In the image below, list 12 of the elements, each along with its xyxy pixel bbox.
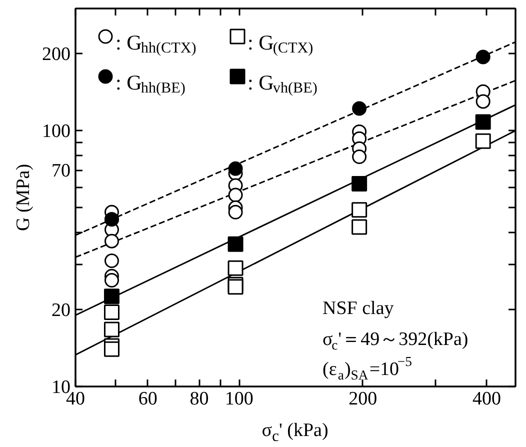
- y-tick-label: 20: [52, 300, 70, 321]
- x-tick-label: 400: [472, 388, 501, 410]
- y-tick-label: 200: [42, 44, 70, 66]
- x-tick-label: 100: [224, 388, 254, 410]
- x-tick-label: 80: [190, 388, 209, 410]
- y-axis-title: G (MPa): [13, 164, 34, 232]
- y-tick-label: 70: [52, 160, 70, 182]
- y-tick-label: 100: [42, 121, 70, 142]
- annotation: NSF clay: [322, 298, 394, 319]
- x-tick-label: 200: [348, 388, 378, 410]
- x-axis-title: σ$_{c}$' (kPa): [262, 420, 328, 446]
- x-tick-label: 60: [138, 388, 158, 410]
